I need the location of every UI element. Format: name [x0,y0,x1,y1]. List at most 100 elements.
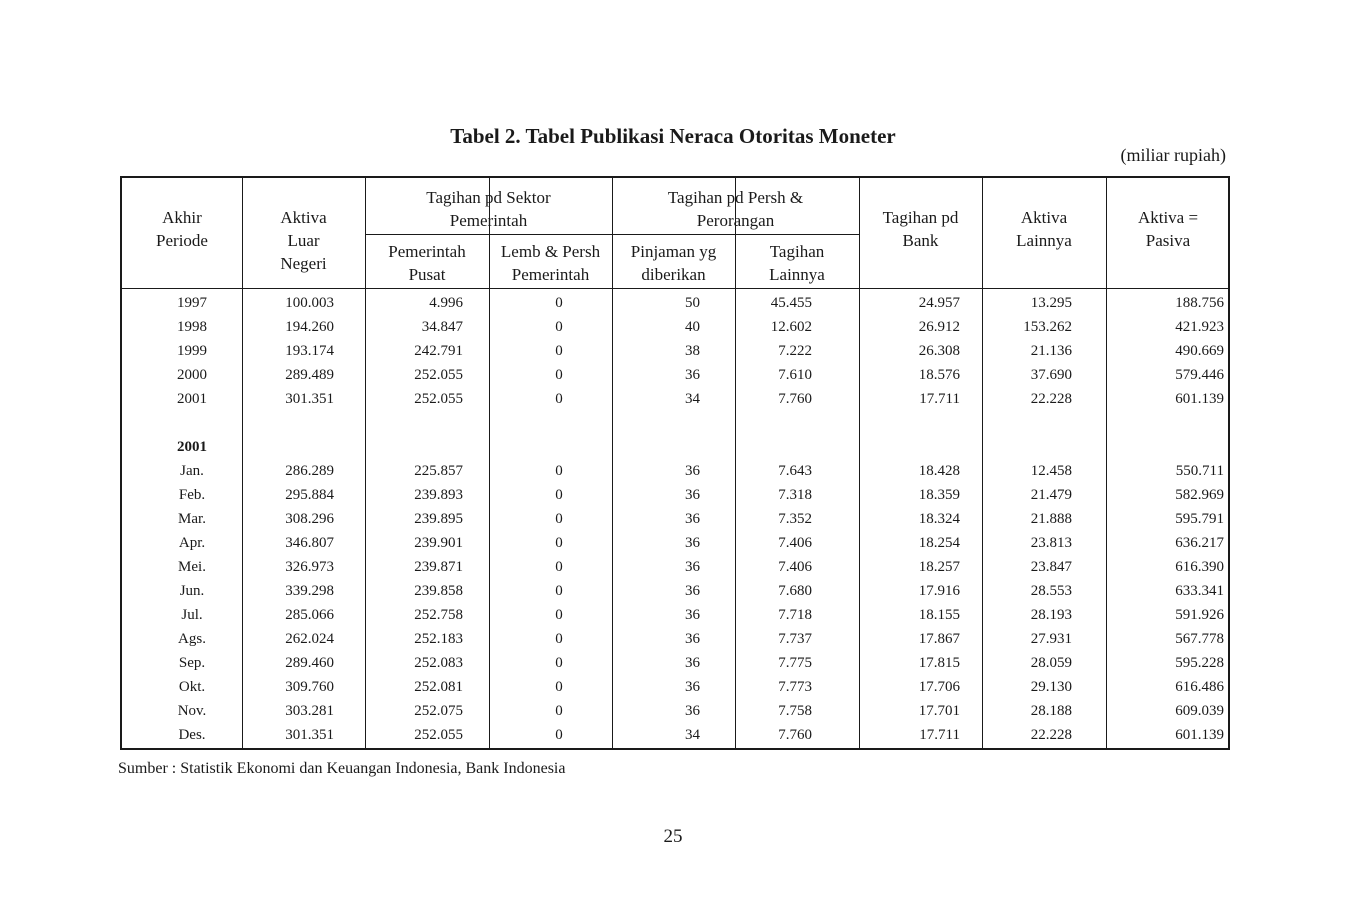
pinjaman-diberikan-cell: 36 [685,559,700,575]
aktiva-pasiva-cell: 616.486 [1175,679,1224,695]
aktiva-lainnya-cell: 28.553 [1030,583,1072,599]
aktiva-luar-negeri-cell: 303.281 [285,703,334,719]
column-divider [735,178,736,748]
pinjaman-diberikan-cell: 36 [685,631,700,647]
aktiva-luar-negeri-cell: 301.351 [285,727,334,743]
tagihan-bank-cell: 17.711 [919,391,960,407]
header-pemerintah-pusat: Pemerintah Pusat [388,242,466,284]
pemerintah-pusat-cell: 252.075 [414,703,463,719]
tagihan-bank-cell: 18.576 [918,367,960,383]
column-divider [859,178,860,748]
aktiva-pasiva-cell: 633.341 [1175,583,1224,599]
header-tagihan-lainnya: Tagihan Lainnya [769,242,825,284]
period-cell: 1997 [177,295,207,311]
aktiva-lainnya-cell: 23.813 [1030,535,1072,551]
lemb-persh-pemerintah-cell: 0 [555,487,563,503]
header-divider [122,288,1228,289]
tagihan-bank-cell: 17.815 [918,655,960,671]
lemb-persh-pemerintah-cell: 0 [555,391,563,407]
lemb-persh-pemerintah-cell: 0 [555,655,563,671]
header-akhir-periode: Akhir Periode [156,208,208,250]
period-cell: 1999 [177,343,207,359]
lemb-persh-pemerintah-cell: 0 [555,511,563,527]
lemb-persh-pemerintah-cell: 0 [555,679,563,695]
period-cell: Mar. [178,511,206,527]
pemerintah-pusat-cell: 252.758 [414,607,463,623]
pemerintah-pusat-cell: 252.055 [414,367,463,383]
period-cell: Feb. [178,487,206,503]
pemerintah-pusat-cell: 242.791 [414,343,463,359]
tagihan-lainnya-cell: 7.760 [778,727,812,743]
aktiva-pasiva-cell: 188.756 [1175,295,1224,311]
pinjaman-diberikan-cell: 34 [685,727,700,743]
pinjaman-diberikan-cell: 36 [685,487,700,503]
tagihan-lainnya-cell: 12.602 [770,319,812,335]
pinjaman-diberikan-cell: 36 [685,367,700,383]
aktiva-luar-negeri-cell: 326.973 [285,559,334,575]
period-cell: Jun. [179,583,205,599]
pinjaman-diberikan-cell: 36 [685,583,700,599]
period-cell: Nov. [177,703,207,719]
pemerintah-pusat-cell: 34.847 [421,319,463,335]
aktiva-lainnya-cell: 21.136 [1030,343,1072,359]
header-aktiva-pasiva: Aktiva = Pasiva [1137,208,1199,250]
aktiva-pasiva-cell: 601.139 [1175,727,1224,743]
period-cell: 2001 [177,391,207,407]
period-cell: 2000 [177,367,207,383]
pinjaman-diberikan-cell: 36 [685,703,700,719]
header-pinjaman-diberikan: Pinjaman yg diberikan [630,242,717,284]
aktiva-pasiva-cell: 595.228 [1175,655,1224,671]
aktiva-pasiva-cell: 601.139 [1175,391,1224,407]
aktiva-luar-negeri-cell: 346.807 [285,535,334,551]
tagihan-lainnya-cell: 7.680 [778,583,812,599]
pemerintah-pusat-cell: 239.901 [414,535,463,551]
aktiva-pasiva-cell: 421.923 [1175,319,1224,335]
tagihan-bank-cell: 18.324 [918,511,960,527]
pinjaman-diberikan-cell: 36 [685,655,700,671]
tagihan-bank-cell: 17.916 [918,583,960,599]
period-cell: Des. [178,727,206,743]
aktiva-pasiva-cell: 490.669 [1175,343,1224,359]
aktiva-luar-negeri-cell: 193.174 [285,343,334,359]
period-cell: Okt. [178,679,206,695]
aktiva-luar-negeri-cell: 309.760 [285,679,334,695]
pinjaman-diberikan-cell: 50 [685,295,700,311]
lemb-persh-pemerintah-cell: 0 [555,463,563,479]
aktiva-luar-negeri-cell: 308.296 [285,511,334,527]
pinjaman-diberikan-cell: 40 [685,319,700,335]
aktiva-pasiva-cell: 579.446 [1175,367,1224,383]
source-note: Sumber : Statistik Ekonomi dan Keuangan … [118,760,566,777]
unit-label: (miliar rupiah) [1120,145,1226,165]
aktiva-pasiva-cell: 567.778 [1175,631,1224,647]
pinjaman-diberikan-cell: 36 [685,511,700,527]
lemb-persh-pemerintah-cell: 0 [555,367,563,383]
aktiva-lainnya-cell: 13.295 [1030,295,1072,311]
aktiva-luar-negeri-cell: 295.884 [285,487,334,503]
header-subdivider [365,234,859,235]
tagihan-lainnya-cell: 7.758 [778,703,812,719]
aktiva-lainnya-cell: 37.690 [1030,367,1072,383]
column-divider [612,178,613,748]
tagihan-bank-cell: 26.912 [918,319,960,335]
aktiva-pasiva-cell: 609.039 [1175,703,1224,719]
lemb-persh-pemerintah-cell: 0 [555,583,563,599]
header-tagihan-bank: Tagihan pd Bank [882,208,959,250]
aktiva-luar-negeri-cell: 289.489 [285,367,334,383]
aktiva-pasiva-cell: 636.217 [1175,535,1224,551]
tagihan-lainnya-cell: 45.455 [770,295,812,311]
lemb-persh-pemerintah-cell: 0 [555,607,563,623]
lemb-persh-pemerintah-cell: 0 [555,631,563,647]
balance-sheet-table: Akhir Periode Aktiva Luar Negeri Tagihan pd… [120,176,1230,750]
tagihan-lainnya-cell: 7.222 [778,343,812,359]
aktiva-luar-negeri-cell: 262.024 [285,631,334,647]
aktiva-lainnya-cell: 22.228 [1030,391,1072,407]
pemerintah-pusat-cell: 252.081 [414,679,463,695]
tagihan-lainnya-cell: 7.773 [778,679,812,695]
pinjaman-diberikan-cell: 36 [685,535,700,551]
pemerintah-pusat-cell: 239.858 [414,583,463,599]
aktiva-lainnya-cell: 21.888 [1030,511,1072,527]
tagihan-bank-cell: 24.957 [918,295,960,311]
aktiva-lainnya-cell: 28.059 [1030,655,1072,671]
pinjaman-diberikan-cell: 36 [685,607,700,623]
aktiva-luar-negeri-cell: 289.460 [285,655,334,671]
